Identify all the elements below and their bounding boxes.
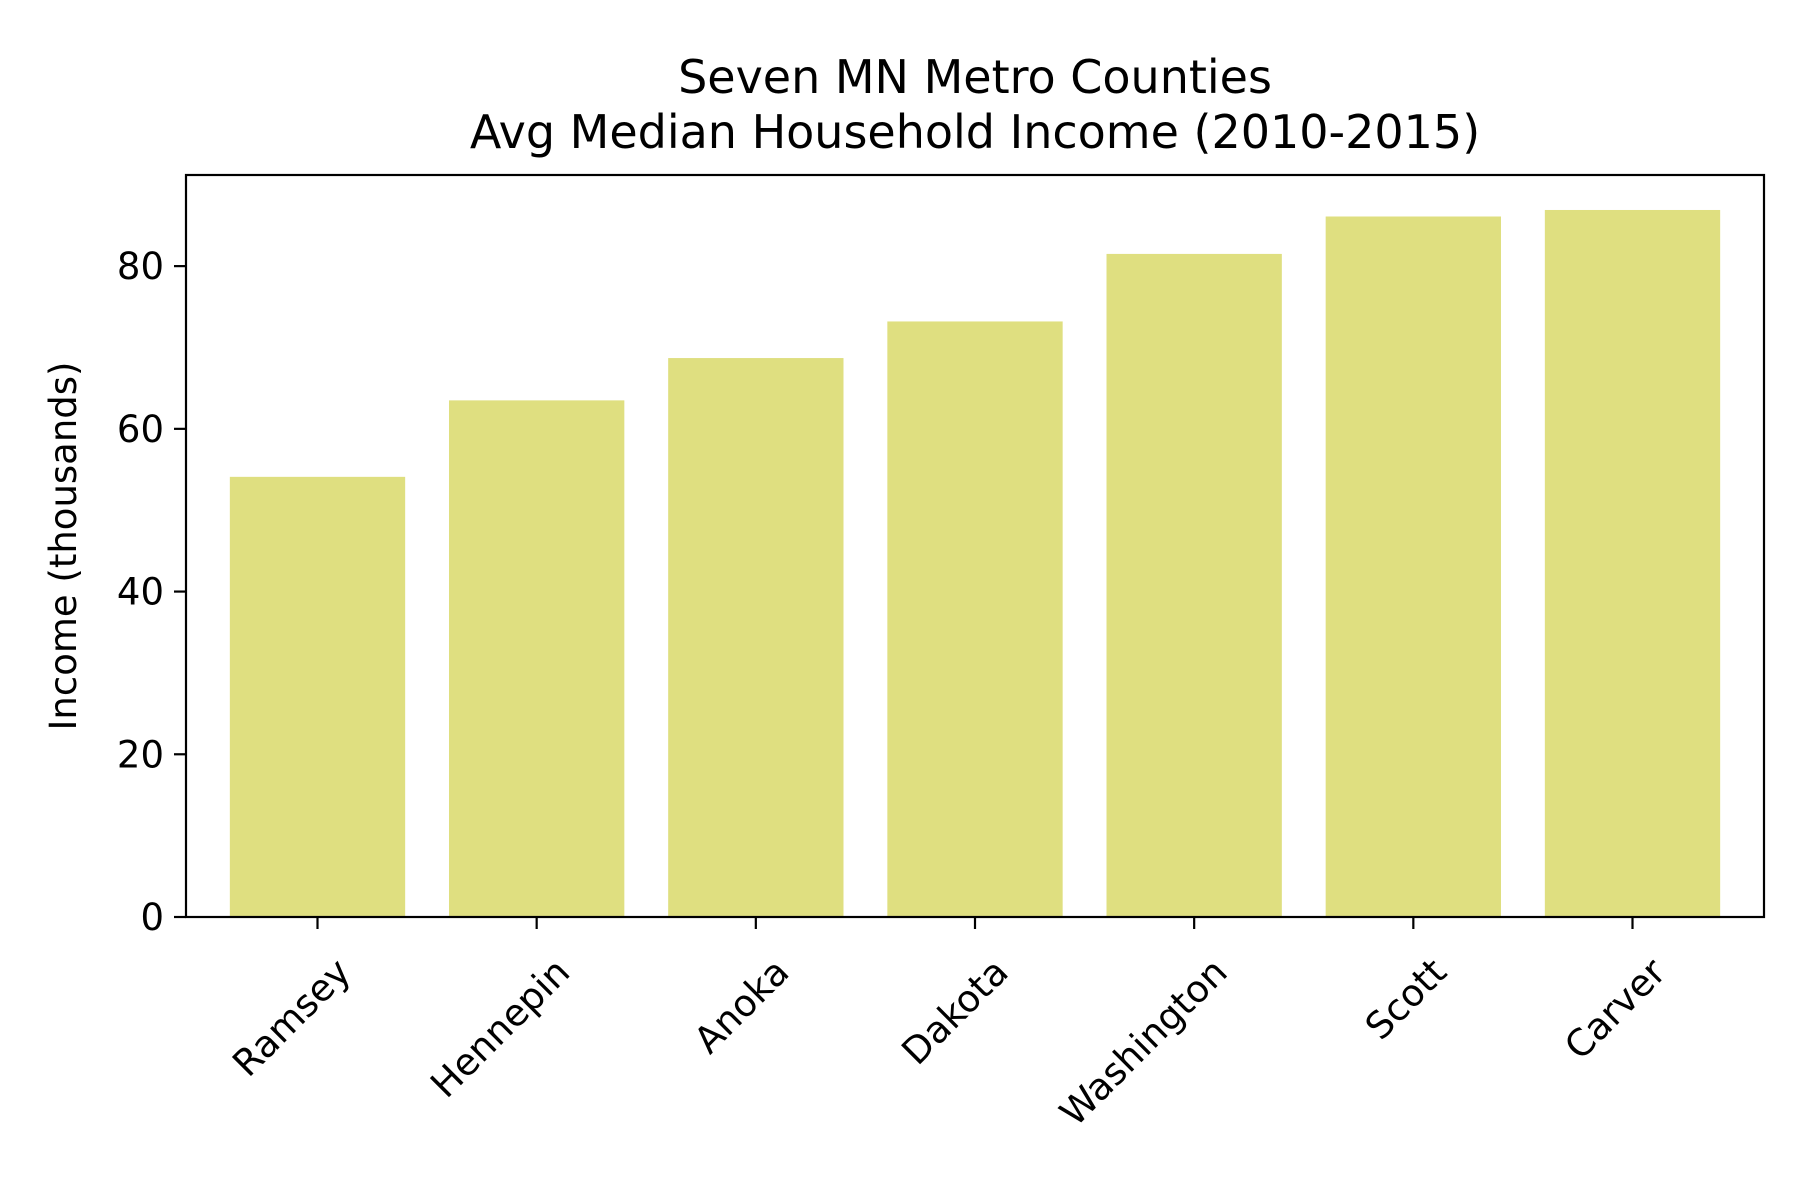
- y-tick-label: 40: [117, 571, 164, 614]
- bar-washington: [1106, 253, 1282, 918]
- plot-frame: [184, 173, 1766, 919]
- y-axis-label: Income (thousands): [42, 362, 85, 731]
- y-tick-label: 80: [117, 245, 164, 288]
- bars-group: [229, 209, 1721, 918]
- chart-title-line-1: Seven MN Metro Counties: [678, 50, 1272, 104]
- bar-hennepin: [449, 400, 625, 918]
- bar-carver: [1544, 209, 1721, 918]
- bar-dakota: [887, 321, 1063, 917]
- y-tick-label: 60: [117, 408, 164, 451]
- bar-ramsey: [229, 476, 406, 917]
- bar-anoka: [668, 358, 844, 917]
- chart-title-line-2: Avg Median Household Income (2010-2015): [470, 105, 1480, 159]
- y-tick-label: 0: [140, 896, 164, 939]
- bar-scott: [1325, 216, 1501, 918]
- y-tick-label: 20: [117, 733, 164, 776]
- y-axis-ticks: 0 20 40 60 80: [117, 245, 186, 939]
